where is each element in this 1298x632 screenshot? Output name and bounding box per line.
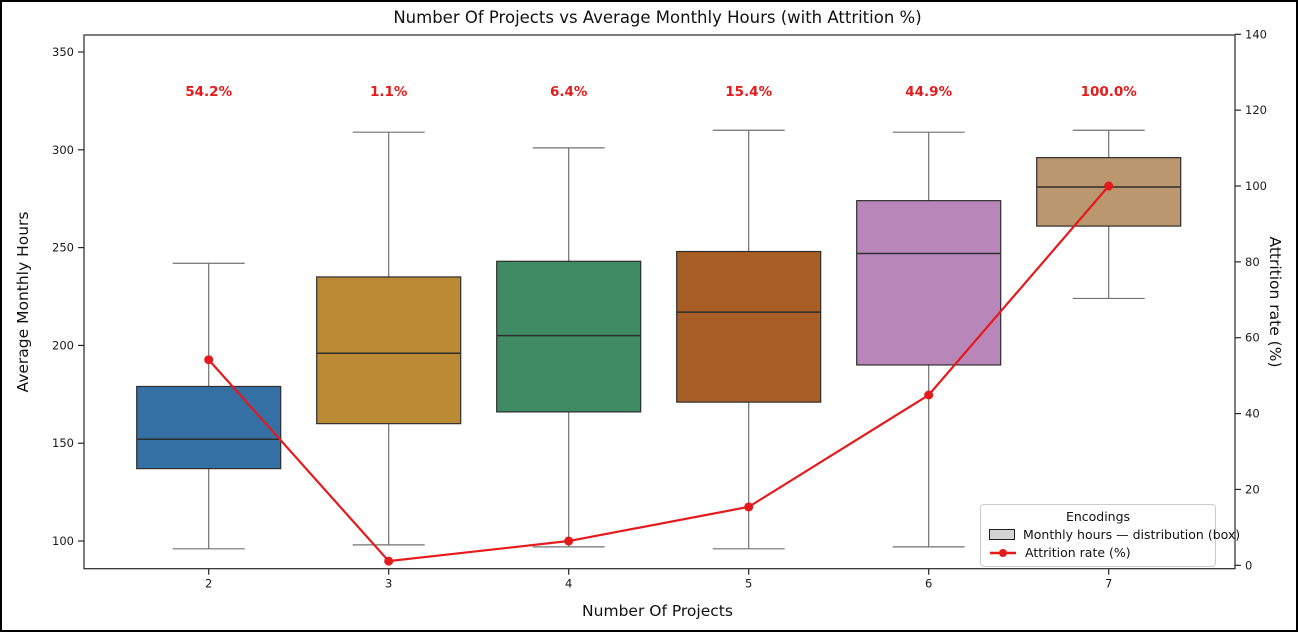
y-left-tick-label: 350 [52, 45, 74, 59]
legend-item-label: Attrition rate (%) [1025, 545, 1131, 560]
y-left-tick-label: 200 [52, 338, 74, 352]
x-tick-label: 4 [565, 577, 572, 591]
legend-item-box: Monthly hours — distribution (box) [989, 527, 1240, 542]
iqr-box-3 [316, 276, 462, 425]
plot-frame [83, 34, 1236, 570]
y-right-tick-label: 140 [1245, 27, 1267, 41]
iqr-box-6 [856, 200, 1002, 366]
x-tick-label: 7 [1105, 577, 1112, 591]
legend-title: Encodings [1065, 509, 1131, 524]
attrition-annotation-4: 6.4% [550, 84, 588, 100]
y-left-tick-label: 250 [52, 241, 74, 255]
y-right-tick-label: 100 [1245, 179, 1267, 193]
chart-title: Number Of Projects vs Average Monthly Ho… [393, 8, 922, 27]
box-patch-icon [989, 529, 1015, 540]
y-left-tick-label: 150 [52, 436, 74, 450]
y-left-tick-label: 300 [52, 143, 74, 157]
attrition-point-6 [924, 390, 934, 400]
attrition-point-5 [744, 502, 754, 512]
y-right-tick-label: 20 [1245, 482, 1260, 496]
legend-item-line: Attrition rate (%) [989, 545, 1207, 560]
iqr-box-7 [1036, 157, 1182, 227]
attrition-point-3 [384, 556, 394, 566]
red-line-marker-icon [990, 548, 1016, 557]
x-tick-label: 3 [385, 577, 392, 591]
attrition-annotation-2: 54.2% [185, 84, 232, 100]
legend: Encodings Monthly hours — distribution (… [980, 504, 1240, 567]
attrition-point-4 [564, 536, 574, 546]
y-left-tick-label: 100 [52, 534, 74, 548]
x-tick-label: 5 [745, 577, 752, 591]
iqr-box-4 [496, 260, 642, 413]
legend-item-label: Monthly hours — distribution (box) [1023, 527, 1241, 542]
attrition-annotation-6: 44.9% [905, 84, 952, 100]
y-right-axis-title: Attrition rate (%) [1266, 236, 1284, 368]
y-right-tick-label: 0 [1245, 558, 1252, 572]
iqr-box-5 [676, 250, 822, 403]
y-right-tick-label: 60 [1245, 331, 1260, 345]
y-left-axis-title: Average Monthly Hours [14, 211, 32, 393]
attrition-line [207, 185, 1110, 563]
y-right-tick-label: 40 [1245, 407, 1260, 421]
x-axis-title: Number Of Projects [582, 602, 733, 620]
x-tick-label: 2 [205, 577, 212, 591]
x-tick-label: 6 [925, 577, 932, 591]
y-right-tick-label: 120 [1245, 103, 1267, 117]
attrition-annotation-7: 100.0% [1081, 84, 1138, 100]
y-right-tick-label: 80 [1245, 255, 1260, 269]
iqr-box-2 [136, 385, 282, 470]
attrition-annotation-5: 15.4% [725, 84, 772, 100]
attrition-point-7 [1104, 181, 1114, 191]
attrition-annotation-3: 1.1% [370, 84, 408, 100]
attrition-point-2 [204, 355, 214, 365]
